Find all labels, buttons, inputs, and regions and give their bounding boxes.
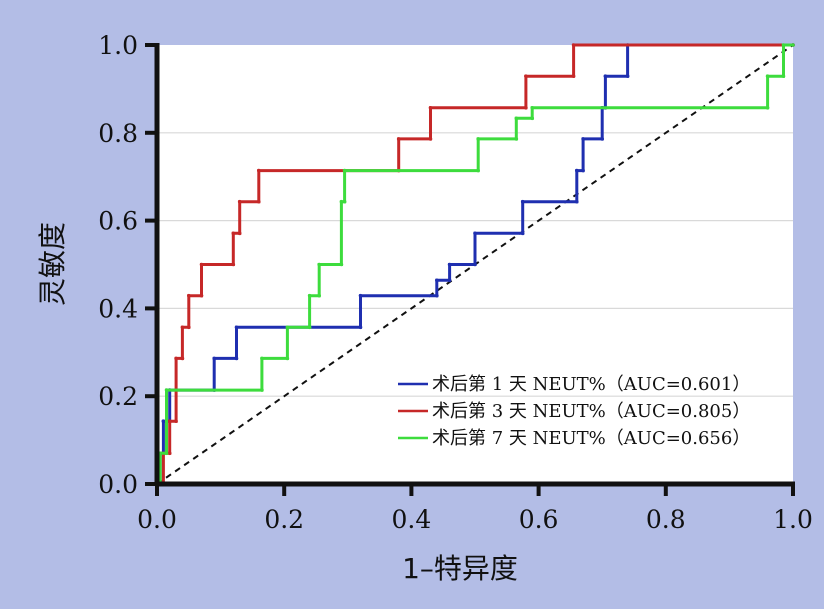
- series-2-point: [571, 74, 576, 78]
- y-tick-label: 1.0: [98, 31, 138, 60]
- series-3-point: [781, 43, 786, 47]
- series-3-point: [164, 451, 169, 456]
- x-tick-label: 0.4: [392, 505, 432, 534]
- series-1-point: [520, 231, 525, 236]
- series-2-point: [524, 105, 528, 110]
- series-3-point: [476, 137, 480, 141]
- series-2-point: [231, 231, 236, 236]
- series-2-point: [237, 231, 242, 236]
- x-tick-label: 1.0: [773, 505, 813, 534]
- series-3-point: [791, 43, 795, 47]
- series-3-point: [514, 137, 519, 141]
- series-1-point: [212, 356, 217, 361]
- series-1-point: [473, 262, 477, 267]
- x-tick-label: 0.0: [137, 505, 177, 534]
- y-tick-label: 0.0: [98, 470, 138, 499]
- series-1-point: [234, 325, 239, 330]
- series-1-line: [157, 43, 793, 486]
- series-2-point: [396, 137, 401, 141]
- x-ticks: 0.0 0.2 0.4 0.6 0.8 1.0: [137, 484, 813, 534]
- series-3-point: [342, 168, 347, 173]
- series-1-point: [574, 199, 579, 204]
- series-3-point: [317, 293, 321, 298]
- axes: [154, 43, 795, 487]
- series-1-point: [447, 262, 452, 267]
- series-1-point: [603, 74, 608, 78]
- series-3-point: [285, 356, 290, 361]
- series-2-point: [524, 74, 528, 78]
- series-3-point: [285, 325, 290, 330]
- series-3-point: [307, 293, 312, 298]
- series-2-point: [180, 325, 185, 330]
- legend-label-2: 术后第 3 天 NEUT%（AUC=0.805）: [432, 401, 750, 422]
- series-3-point: [530, 105, 535, 110]
- series-2-point: [428, 137, 433, 141]
- series-3-point: [339, 262, 344, 267]
- series-1-point: [358, 293, 363, 298]
- y-tick-label: 0.6: [98, 207, 138, 236]
- series-2-point: [256, 168, 261, 173]
- series-2-point: [199, 262, 204, 267]
- x-tick-label: 0.8: [646, 505, 686, 534]
- series-3-point: [530, 116, 535, 121]
- series-1-point: [520, 199, 525, 204]
- series-3-point: [307, 325, 312, 330]
- series-2-point: [199, 293, 204, 298]
- series-2-point: [571, 43, 576, 47]
- series-1-point: [234, 356, 239, 361]
- y-tick-label: 0.4: [98, 294, 138, 323]
- legend-label-1: 术后第 1 天 NEUT%（AUC=0.601）: [432, 374, 750, 395]
- series-1-point: [581, 168, 585, 173]
- y-axis-title: 灵敏度: [36, 222, 69, 306]
- x-tick-label: 0.6: [519, 505, 559, 534]
- series-2-line: [157, 43, 793, 486]
- series-2-point: [167, 419, 172, 424]
- series-2-point: [187, 325, 191, 330]
- series-1-point: [574, 168, 579, 173]
- series-1-point: [435, 278, 439, 283]
- x-axis-title: 1–特异度: [402, 552, 518, 585]
- series-2-point: [187, 293, 191, 298]
- series-1-point: [473, 231, 477, 236]
- series-3-point: [339, 199, 344, 204]
- y-tick-label: 0.8: [98, 119, 138, 148]
- grid-lines: [157, 132, 793, 397]
- series-1-point: [161, 419, 166, 424]
- series-3-point: [476, 168, 480, 173]
- series-3-point: [164, 388, 169, 392]
- series-1-point: [435, 293, 439, 298]
- y-ticks: 0.0 0.2 0.4 0.6 0.8 1.0: [98, 31, 157, 499]
- series-group: [155, 43, 795, 486]
- series-2-point: [180, 356, 185, 361]
- series-2-point: [174, 419, 178, 424]
- series-3-point: [781, 74, 786, 78]
- legend: 术后第 1 天 NEUT%（AUC=0.601） 术后第 3 天 NEUT%（AU…: [398, 374, 750, 449]
- series-2-point: [167, 451, 172, 456]
- series-3-point: [317, 262, 321, 267]
- series-3-point: [260, 388, 264, 392]
- series-1-point: [600, 137, 604, 141]
- series-3-line: [157, 43, 793, 486]
- series-3-point: [260, 356, 264, 361]
- series-1-point: [625, 74, 630, 78]
- series-2-point: [231, 262, 236, 267]
- series-2-point: [256, 199, 261, 204]
- series-1-point: [358, 325, 363, 330]
- y-tick-label: 0.2: [98, 382, 138, 411]
- series-1-point: [581, 137, 585, 141]
- series-2-point: [428, 105, 433, 110]
- series-3-point: [765, 74, 770, 78]
- series-3-point: [342, 199, 347, 204]
- legend-label-3: 术后第 7 天 NEUT%（AUC=0.656）: [432, 428, 750, 449]
- series-3-point: [765, 105, 770, 110]
- series-1-point: [447, 278, 452, 283]
- series-2-point: [174, 356, 178, 361]
- x-tick-label: 0.2: [264, 505, 304, 534]
- series-2-point: [237, 199, 242, 204]
- series-3-point: [514, 116, 519, 121]
